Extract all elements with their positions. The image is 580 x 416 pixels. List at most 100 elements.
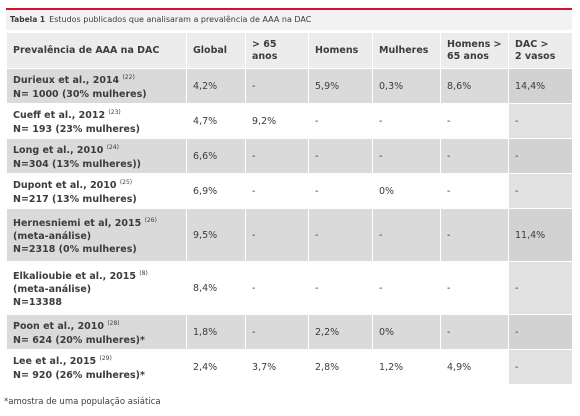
header-text: Homens [315,44,359,56]
value-cell: 4,7% [186,103,246,139]
header-text: Homens > [447,38,502,50]
study-cell: Hernesniemi et al, 2015 (26) (meta-anális… [6,208,187,262]
value-cell: - [245,314,309,350]
value-cell: 0% [372,173,441,209]
value-cell: - [245,138,309,174]
header-text: Global [193,44,228,56]
value-cell: - [245,208,309,262]
study-name: Elkalioubie et al., 2015 [13,271,137,283]
value-cell: 2,4% [186,349,246,385]
reference: (8) [139,269,148,277]
value-cell: - [245,173,309,209]
value-cell: - [245,261,309,315]
table-row: Hernesniemi et al, 2015 (26) (meta-anális… [6,208,573,262]
value-cell: - [440,261,509,315]
column-header: Mulheres [372,32,441,69]
table-row: Lee et al., 2015 (29) N= 920 (26% mulhere… [6,349,573,385]
value-cell: - [508,314,573,350]
study-detail: N=304 (13% mulheres)) [13,158,142,170]
value-cell: - [308,208,373,262]
value-cell: - [440,138,509,174]
value-cell: 8,6% [440,68,509,104]
column-header: Homens >65 anos [440,32,509,69]
footnote: *amostra de uma população asiática [4,397,161,407]
study-detail: (meta-análise) [13,284,92,296]
study-detail: (meta-análise) [13,231,92,243]
value-cell: 4,2% [186,68,246,104]
value-cell: 6,6% [186,138,246,174]
table: Prevalência de AAA na DAC Global > 65 anos… [6,32,573,385]
value-cell: 0,3% [372,68,441,104]
study-detail: N= 624 (20% mulheres)* [13,334,145,346]
study-detail: N=217 (13% mulheres) [13,193,137,205]
value-cell: - [372,138,441,174]
table-caption: Tabela 1 Estudos publicados que analisara… [6,8,572,30]
study-cell: Long et al., 2010 (24) N=304 (13% mulhere… [6,138,187,174]
value-cell: 4,9% [440,349,509,385]
study-name: Poon et al., 2010 [13,321,105,333]
value-cell: - [372,261,441,315]
reference: (29) [99,355,112,363]
study-detail: N=13388 [13,297,62,309]
study-cell: Dupont et al., 2010 (25) N=217 (13% mulhe… [6,173,187,209]
reference: (28) [107,320,120,328]
study-name: Hernesniemi et al, 2015 [13,218,142,230]
header-text: Mulheres [379,44,429,56]
header-text: 65 anos [447,50,489,62]
value-cell: - [508,173,573,209]
value-cell: - [440,173,509,209]
reference: (25) [119,179,133,187]
column-header: Global [186,32,246,69]
value-cell: 9,5% [186,208,246,262]
value-cell: - [308,103,373,139]
header-text: 2 vasos [515,50,556,62]
value-cell: - [508,138,573,174]
value-cell: - [372,103,441,139]
study-name: Lee et al., 2015 [13,356,97,368]
column-header: Prevalência de AAA na DAC [6,32,187,69]
column-header: Homens [308,32,373,69]
table-row: Dupont et al., 2010 (25) N=217 (13% mulhe… [6,173,573,209]
study-cell: Durieux et al., 2014 (22) N= 1000 (30% mu… [6,68,187,104]
value-cell: - [440,314,509,350]
value-cell: - [508,261,573,315]
study-detail: N= 920 (26% mulheres)* [13,369,145,381]
header-row: Prevalência de AAA na DAC Global > 65 anos… [6,32,573,69]
value-cell: - [308,173,373,209]
header-text: > 65 anos [252,38,278,62]
value-cell: 8,4% [186,261,246,315]
reference: (26) [144,216,157,224]
study-cell: Lee et al., 2015 (29) N= 920 (26% mulhere… [6,349,187,385]
reference: (24) [106,144,120,152]
value-cell: - [372,208,441,262]
value-cell: 0% [372,314,441,350]
value-cell: 2,8% [308,349,373,385]
value-cell: 1,2% [372,349,441,385]
value-cell: - [308,261,373,315]
caption-label: Tabela 1 [10,15,46,24]
value-cell: - [440,208,509,262]
study-name: Long et al., 2010 [13,145,104,157]
table-row: Long et al., 2010 (24) N=304 (13% mulhere… [6,138,573,174]
study-detail: N= 1000 (30% mulheres) [13,88,147,100]
value-cell: - [440,103,509,139]
header-text: Prevalência de AAA na DAC [13,44,160,56]
column-header: > 65 anos [245,32,309,69]
reference: (23) [108,109,121,117]
value-cell: 9,2% [245,103,309,139]
study-cell: Poon et al., 2010 (28) N= 624 (20% mulher… [6,314,187,350]
value-cell: - [308,138,373,174]
value-cell: 1,8% [186,314,246,350]
value-cell: - [508,103,573,139]
value-cell: 14,4% [508,68,573,104]
table-row: Cueff et al., 2012 (23) N= 193 (23% mulhe… [6,103,573,139]
study-cell: Cueff et al., 2012 (23) N= 193 (23% mulhe… [6,103,187,139]
table-row: Elkalioubie et al., 2015 (8) (meta-anális… [6,261,573,315]
column-header: DAC >2 vasos [508,32,573,69]
value-cell: 5,9% [308,68,373,104]
value-cell: 2,2% [308,314,373,350]
study-cell: Elkalioubie et al., 2015 (8) (meta-anális… [6,261,187,315]
value-cell: 3,7% [245,349,309,385]
study-detail: N= 193 (23% mulheres) [13,123,140,135]
